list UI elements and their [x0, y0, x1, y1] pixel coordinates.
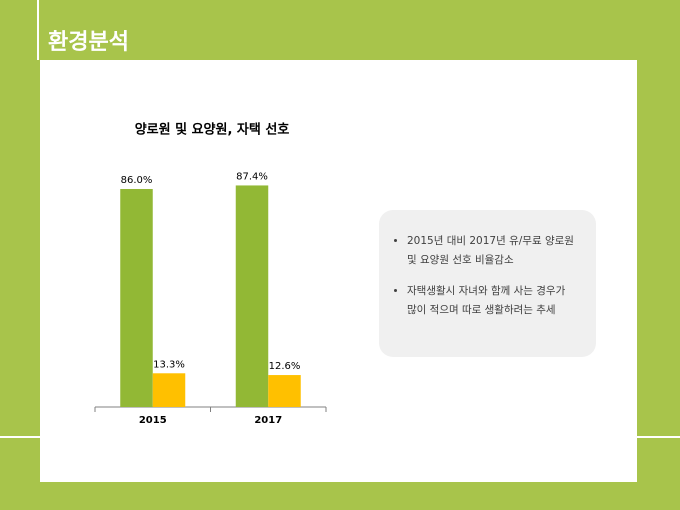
decor-line [37, 0, 39, 60]
decor-line [0, 436, 40, 438]
slide-title: 환경분석 [48, 30, 129, 55]
x-tick-label: 2017 [254, 415, 282, 426]
note-bullet: 2015년 대비 2017년 유/무료 양로원 및 요양원 선호 비율감소 [407, 232, 578, 270]
decor-line [637, 436, 680, 438]
value-label: 87.4% [236, 171, 268, 182]
note-list: 2015년 대비 2017년 유/무료 양로원 및 요양원 선호 비율감소 자택… [379, 210, 596, 320]
bar [235, 185, 269, 407]
bar [268, 375, 301, 407]
bar [152, 373, 186, 407]
value-label: 12.6% [269, 361, 301, 372]
chart-title: 양로원 및 요양원, 자택 선호 [135, 122, 290, 138]
x-tick-label: 2015 [139, 415, 167, 426]
note-box: 2015년 대비 2017년 유/무료 양로원 및 요양원 선호 비율감소 자택… [379, 210, 596, 357]
value-label: 13.3% [153, 359, 185, 370]
note-bullet: 자택생활시 자녀와 함께 사는 경우가 많이 적으며 따로 생활하려는 추세 [407, 282, 578, 320]
value-label: 86.0% [121, 175, 153, 186]
bar [120, 188, 153, 407]
